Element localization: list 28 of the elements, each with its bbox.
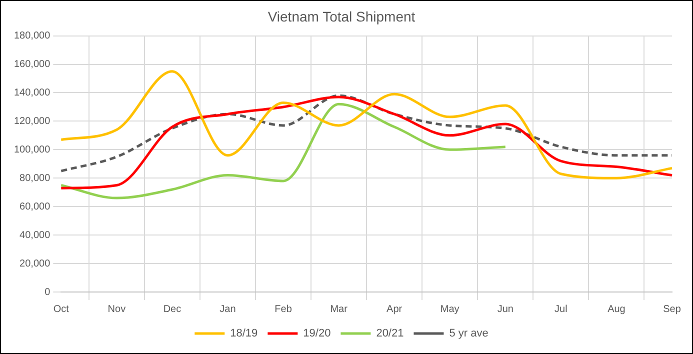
y-tick-label: 60,000 bbox=[20, 201, 51, 212]
y-tick-label: 80,000 bbox=[20, 172, 51, 184]
x-tick-label: Jun bbox=[497, 304, 514, 315]
x-tick-label: Sep bbox=[663, 304, 682, 315]
y-tick-label: 0 bbox=[44, 286, 51, 298]
x-tick-label: Nov bbox=[108, 304, 126, 315]
x-tick-label: May bbox=[440, 304, 460, 315]
x-tick-label: Feb bbox=[274, 304, 292, 315]
x-tick-label: Aug bbox=[608, 304, 626, 315]
x-tick-label: Mar bbox=[330, 304, 348, 315]
x-tick-label: Jul bbox=[554, 304, 568, 315]
y-tick-label: 140,000 bbox=[14, 87, 51, 98]
line-series bbox=[60, 102, 507, 200]
y-tick-label: 180,000 bbox=[14, 30, 51, 42]
y-tick-label: 160,000 bbox=[14, 59, 51, 70]
x-tick-label: Oct bbox=[53, 304, 70, 315]
chart-title: Vietnam Total Shipment bbox=[268, 8, 416, 24]
x-tick-label: Apr bbox=[386, 304, 403, 315]
legend-label: 18/19 bbox=[230, 328, 258, 340]
legend-label: 20/21 bbox=[376, 328, 404, 340]
y-tick-label: 20,000 bbox=[20, 258, 51, 270]
legend-label: 5 yr ave bbox=[449, 328, 488, 340]
y-tick-label: 120,000 bbox=[14, 116, 51, 127]
x-tick-label: Dec bbox=[163, 304, 182, 315]
y-tick-label: 100,000 bbox=[14, 144, 51, 156]
legend-label: 19/20 bbox=[303, 328, 331, 340]
x-tick-label: Jan bbox=[220, 304, 236, 315]
y-tick-label: 40,000 bbox=[20, 230, 51, 241]
